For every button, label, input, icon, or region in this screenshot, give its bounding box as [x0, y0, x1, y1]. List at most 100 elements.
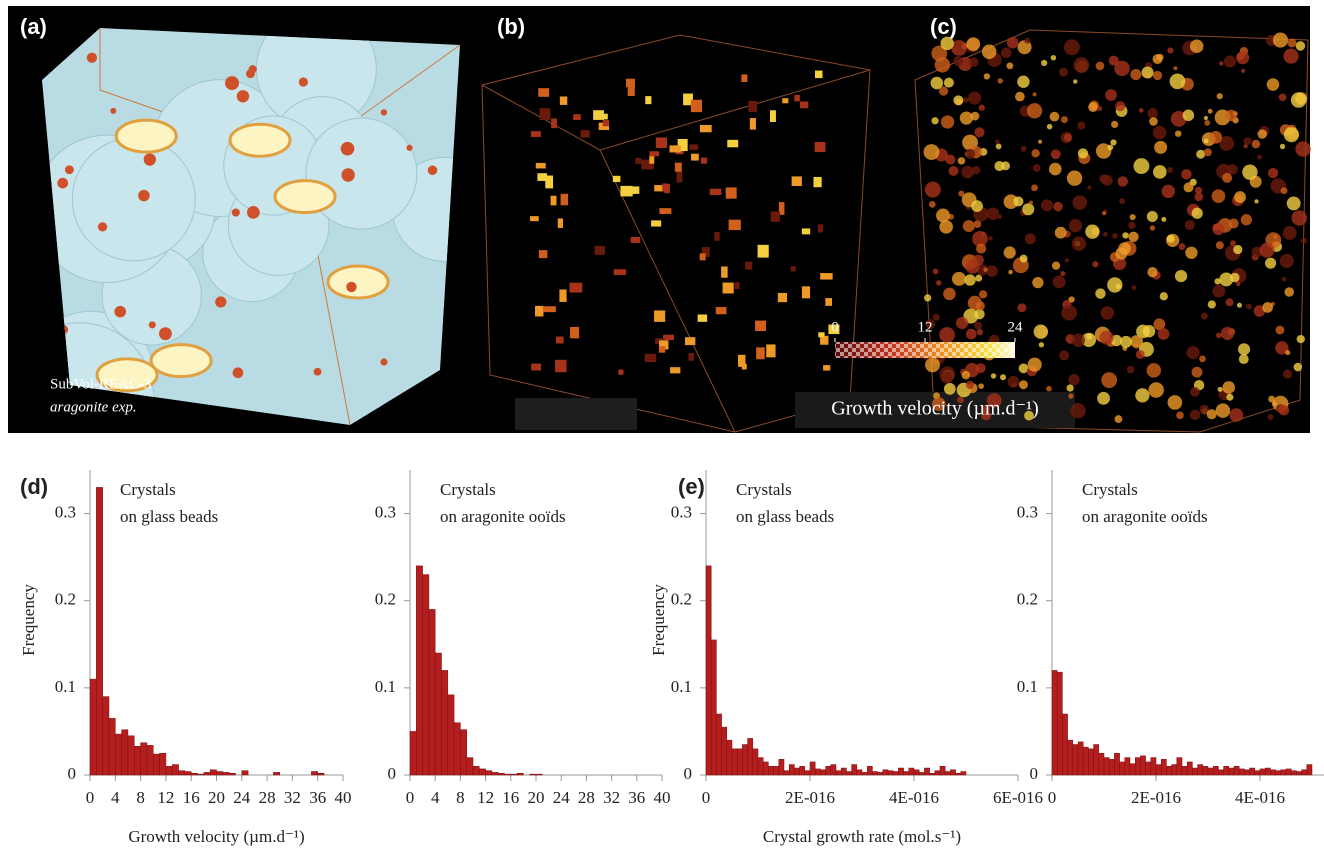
bar: [1203, 766, 1208, 775]
crystal: [1185, 220, 1195, 230]
y-tick-label: 0.3: [55, 502, 76, 521]
crystal: [1301, 238, 1307, 244]
y-tick-label: 0.3: [375, 502, 396, 521]
crystal: [939, 327, 955, 343]
x-tick-label: 0: [406, 788, 415, 807]
crystal: [1167, 47, 1173, 53]
bar: [904, 772, 909, 775]
crystal: [669, 145, 680, 152]
colorbar-tick-label: 12: [918, 319, 933, 335]
bar: [846, 772, 851, 775]
crystal: [670, 367, 680, 373]
crystal: [1115, 415, 1123, 423]
crystal: [1001, 161, 1010, 170]
bar: [1213, 766, 1218, 775]
crystal: [1115, 248, 1127, 260]
crystal: [1236, 282, 1240, 286]
crystal: [1292, 210, 1307, 225]
crystal: [1278, 405, 1289, 416]
x-tick-label: 8: [136, 788, 145, 807]
bar: [737, 749, 742, 775]
crystal: [1051, 55, 1056, 60]
crystal: [1142, 66, 1154, 78]
crystal: [978, 383, 984, 389]
crystal: [1064, 39, 1080, 55]
crystal: [971, 112, 980, 121]
crystal: [820, 273, 832, 279]
crystal: [973, 255, 984, 266]
bar: [758, 758, 763, 775]
bar: [429, 609, 435, 775]
crystal: [1101, 306, 1115, 320]
crystal: [1287, 196, 1301, 210]
crystal: [1268, 414, 1274, 420]
bar: [935, 771, 940, 775]
y-tick-label: 0.1: [671, 677, 692, 696]
bar: [742, 745, 747, 776]
crystal: [539, 250, 548, 258]
crystal: [1041, 60, 1047, 66]
bar: [223, 772, 229, 775]
crystal: [710, 189, 722, 195]
crystal: [536, 163, 546, 169]
crystal: [800, 101, 808, 108]
crystal: [714, 232, 719, 241]
crystal: [815, 142, 826, 152]
crystal: [1020, 255, 1028, 263]
bar: [153, 754, 159, 775]
bar: [530, 774, 536, 775]
y-axis-label: Frequency: [649, 584, 668, 656]
annotation: on aragonite ooïds: [440, 507, 566, 526]
crystal: [570, 327, 579, 338]
crystal: [1158, 328, 1170, 340]
crystal: [675, 163, 682, 172]
bar: [748, 738, 753, 775]
crystal: [1190, 410, 1201, 421]
crystal: [1055, 227, 1067, 239]
bar: [961, 772, 966, 775]
bar: [147, 745, 153, 775]
crystal: [1061, 116, 1068, 123]
x-tick-label: 32: [284, 788, 301, 807]
crystal: [1199, 356, 1206, 363]
bar: [109, 718, 115, 775]
crystal: [968, 92, 981, 105]
crystal: [1148, 382, 1164, 398]
crystal: [1047, 124, 1052, 129]
crystal: [825, 298, 832, 306]
bar: [867, 766, 872, 775]
crystal: [1027, 103, 1042, 118]
bar: [1161, 759, 1166, 775]
crystal: [1252, 140, 1261, 149]
crystal: [531, 364, 541, 371]
crystal: [663, 335, 674, 340]
crystal: [931, 117, 938, 124]
bar: [1109, 759, 1114, 775]
x-tick-label: 0: [1048, 788, 1057, 807]
crystal: [1072, 195, 1087, 210]
y-tick-label: 0: [68, 764, 77, 783]
x-tick-label: 28: [578, 788, 595, 807]
y-tick-label: 0.3: [671, 502, 692, 521]
bar: [1172, 765, 1177, 775]
crystal: [620, 186, 632, 197]
crystal: [1132, 285, 1137, 290]
crystal: [1212, 285, 1225, 298]
x-tick-label: 2E-016: [1131, 788, 1181, 807]
crystal: [1287, 38, 1296, 47]
crystal: [1217, 93, 1223, 99]
crystal: [944, 383, 956, 395]
crystal: [1130, 335, 1143, 348]
y-tick-label: 0: [1030, 764, 1039, 783]
crystal: [691, 154, 699, 161]
colorbar-tick-label: 24: [1008, 319, 1024, 335]
crystal: [1095, 288, 1105, 298]
crystal: [114, 306, 126, 318]
bar: [794, 768, 799, 775]
crystal: [628, 87, 635, 96]
crystal: [1053, 202, 1062, 211]
crystal: [1128, 232, 1138, 242]
crystal: [1021, 146, 1027, 152]
ooid: [230, 124, 290, 156]
crystal: [1295, 141, 1310, 156]
